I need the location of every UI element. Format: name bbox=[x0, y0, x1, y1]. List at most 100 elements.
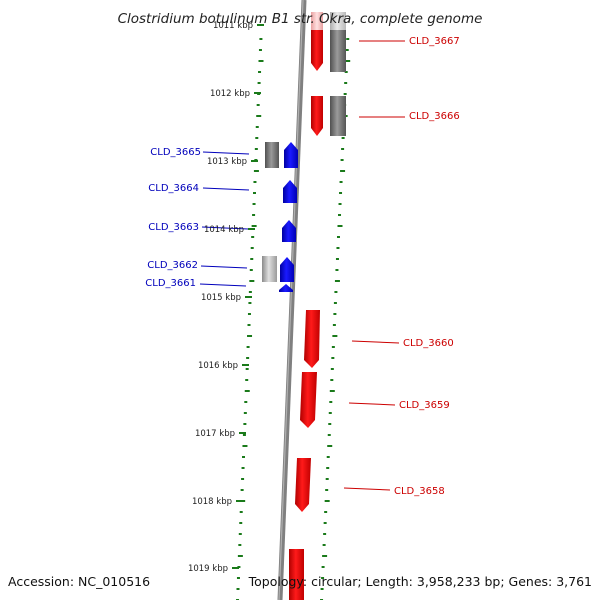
gc-dot bbox=[237, 555, 243, 557]
gc-dot bbox=[330, 368, 334, 370]
gene-arrow-cld-3663[interactable] bbox=[282, 220, 296, 242]
gene-arrow-cld-3660[interactable] bbox=[304, 310, 320, 368]
gc-dot bbox=[255, 137, 259, 139]
gene-label-cld-3662[interactable]: CLD_3662 bbox=[147, 260, 198, 271]
feature-gray-2 bbox=[330, 96, 346, 136]
gc-dot bbox=[327, 434, 331, 436]
gc-dot bbox=[331, 357, 335, 359]
gene-label-cld-3665[interactable]: CLD_3665 bbox=[150, 147, 201, 158]
scale-tick-label: 1019 kbp bbox=[188, 564, 228, 574]
scale-tick-label: 1015 kbp bbox=[201, 293, 241, 303]
gc-dot bbox=[328, 423, 332, 425]
gc-dot bbox=[258, 60, 264, 62]
gc-dot bbox=[240, 489, 244, 491]
scale-tick-labels: 1011 kbp 1012 kbp 1013 kbp 1014 kbp 1015 kbp… bbox=[188, 21, 253, 574]
gc-dot bbox=[236, 588, 240, 590]
gc-dot bbox=[256, 104, 260, 106]
gc-dot bbox=[248, 291, 252, 293]
feature-track bbox=[262, 12, 346, 600]
gene-arrow-cld-3667[interactable] bbox=[311, 30, 323, 71]
gc-dot bbox=[236, 577, 240, 579]
gene-label-cld-3666[interactable]: CLD_3666 bbox=[409, 111, 460, 122]
feature-partial-top bbox=[311, 12, 323, 34]
gc-dot bbox=[251, 225, 257, 227]
gc-dot bbox=[338, 203, 342, 205]
gene-label-cld-3659[interactable]: CLD_3659 bbox=[399, 400, 450, 411]
gc-dot bbox=[329, 390, 335, 392]
gc-dot bbox=[323, 522, 327, 524]
scale-tick-label: 1013 kbp bbox=[207, 157, 247, 167]
gene-callout-line bbox=[202, 187, 250, 191]
gc-dot bbox=[255, 126, 259, 128]
gc-dot bbox=[325, 489, 329, 491]
gc-dot bbox=[329, 401, 333, 403]
gc-dot bbox=[244, 401, 248, 403]
gc-dot bbox=[253, 192, 256, 194]
gc-dot bbox=[239, 511, 243, 513]
gene-arrow-cld-3665[interactable] bbox=[284, 142, 298, 168]
gc-dot bbox=[345, 60, 351, 62]
gc-dot bbox=[323, 533, 327, 535]
gene-arrow-cld-3664[interactable] bbox=[283, 180, 297, 203]
gc-dot bbox=[340, 159, 344, 161]
gc-dot bbox=[346, 38, 350, 40]
gene-callout-line bbox=[343, 487, 391, 491]
gc-dot bbox=[244, 390, 250, 392]
gene-callout-line bbox=[200, 265, 248, 269]
scale-tick-label: 1014 kbp bbox=[204, 225, 244, 235]
genome-backbone bbox=[277, 0, 307, 600]
scale-tick-label: 1016 kbp bbox=[198, 361, 238, 371]
gc-dot bbox=[326, 467, 330, 469]
gc-dot bbox=[324, 511, 328, 513]
genome-backbone-highlight bbox=[278, 0, 304, 600]
gene-arrow-cld-3666[interactable] bbox=[311, 96, 323, 136]
gene-callout-line bbox=[202, 151, 250, 155]
gc-dot bbox=[343, 93, 347, 95]
gc-dot bbox=[246, 357, 250, 359]
gc-dot bbox=[344, 82, 348, 84]
gene-label-cld-3658[interactable]: CLD_3658 bbox=[394, 486, 445, 497]
gc-dot bbox=[252, 203, 256, 205]
gene-arrow-cld-3658[interactable] bbox=[295, 458, 311, 512]
gene-callout-line bbox=[348, 402, 396, 406]
gene-arrow-cld-3661[interactable] bbox=[279, 284, 293, 292]
gene-callout-line bbox=[351, 340, 400, 344]
gene-label-cld-3663[interactable]: CLD_3663 bbox=[148, 222, 199, 233]
gc-dot bbox=[333, 302, 337, 304]
gene-label-cld-3660[interactable]: CLD_3660 bbox=[403, 338, 454, 349]
gc-dot bbox=[242, 456, 245, 458]
gc-dot bbox=[325, 478, 329, 480]
feature-gray-1 bbox=[330, 30, 346, 72]
feature-gray-4 bbox=[262, 256, 277, 282]
gc-dot bbox=[259, 38, 263, 40]
gc-track-right bbox=[320, 38, 351, 600]
gc-dot bbox=[344, 71, 348, 73]
gene-label-cld-3664[interactable]: CLD_3664 bbox=[148, 183, 199, 194]
gc-dot bbox=[247, 313, 251, 315]
gc-dot bbox=[337, 225, 343, 227]
gene-label-cld-3667[interactable]: CLD_3667 bbox=[409, 36, 460, 47]
gc-dot bbox=[328, 412, 332, 414]
feature-gray-3 bbox=[265, 142, 279, 168]
gc-dot bbox=[324, 500, 330, 502]
accession-text: Accession: NC_010516 bbox=[8, 574, 150, 589]
gc-dot bbox=[330, 379, 334, 381]
gc-dot bbox=[248, 302, 252, 304]
gc-track-left bbox=[236, 38, 264, 600]
gc-dot bbox=[247, 324, 251, 326]
topology-text: Topology: circular; Length: 3,958,233 bp… bbox=[248, 574, 592, 589]
gc-dot bbox=[238, 544, 242, 546]
gene-label-cld-3661[interactable]: CLD_3661 bbox=[145, 278, 196, 289]
gc-dot bbox=[258, 71, 262, 73]
gc-dot bbox=[241, 478, 245, 480]
gene-arrow-cld-3662[interactable] bbox=[280, 257, 294, 282]
gc-dot bbox=[243, 423, 247, 425]
gc-dot bbox=[245, 379, 249, 381]
gc-dot bbox=[239, 522, 243, 524]
gene-arrow-cld-3659[interactable] bbox=[300, 372, 317, 428]
gc-dot bbox=[242, 434, 246, 436]
gc-dot bbox=[336, 236, 340, 238]
gc-dot bbox=[332, 324, 336, 326]
gc-dot bbox=[249, 269, 253, 271]
